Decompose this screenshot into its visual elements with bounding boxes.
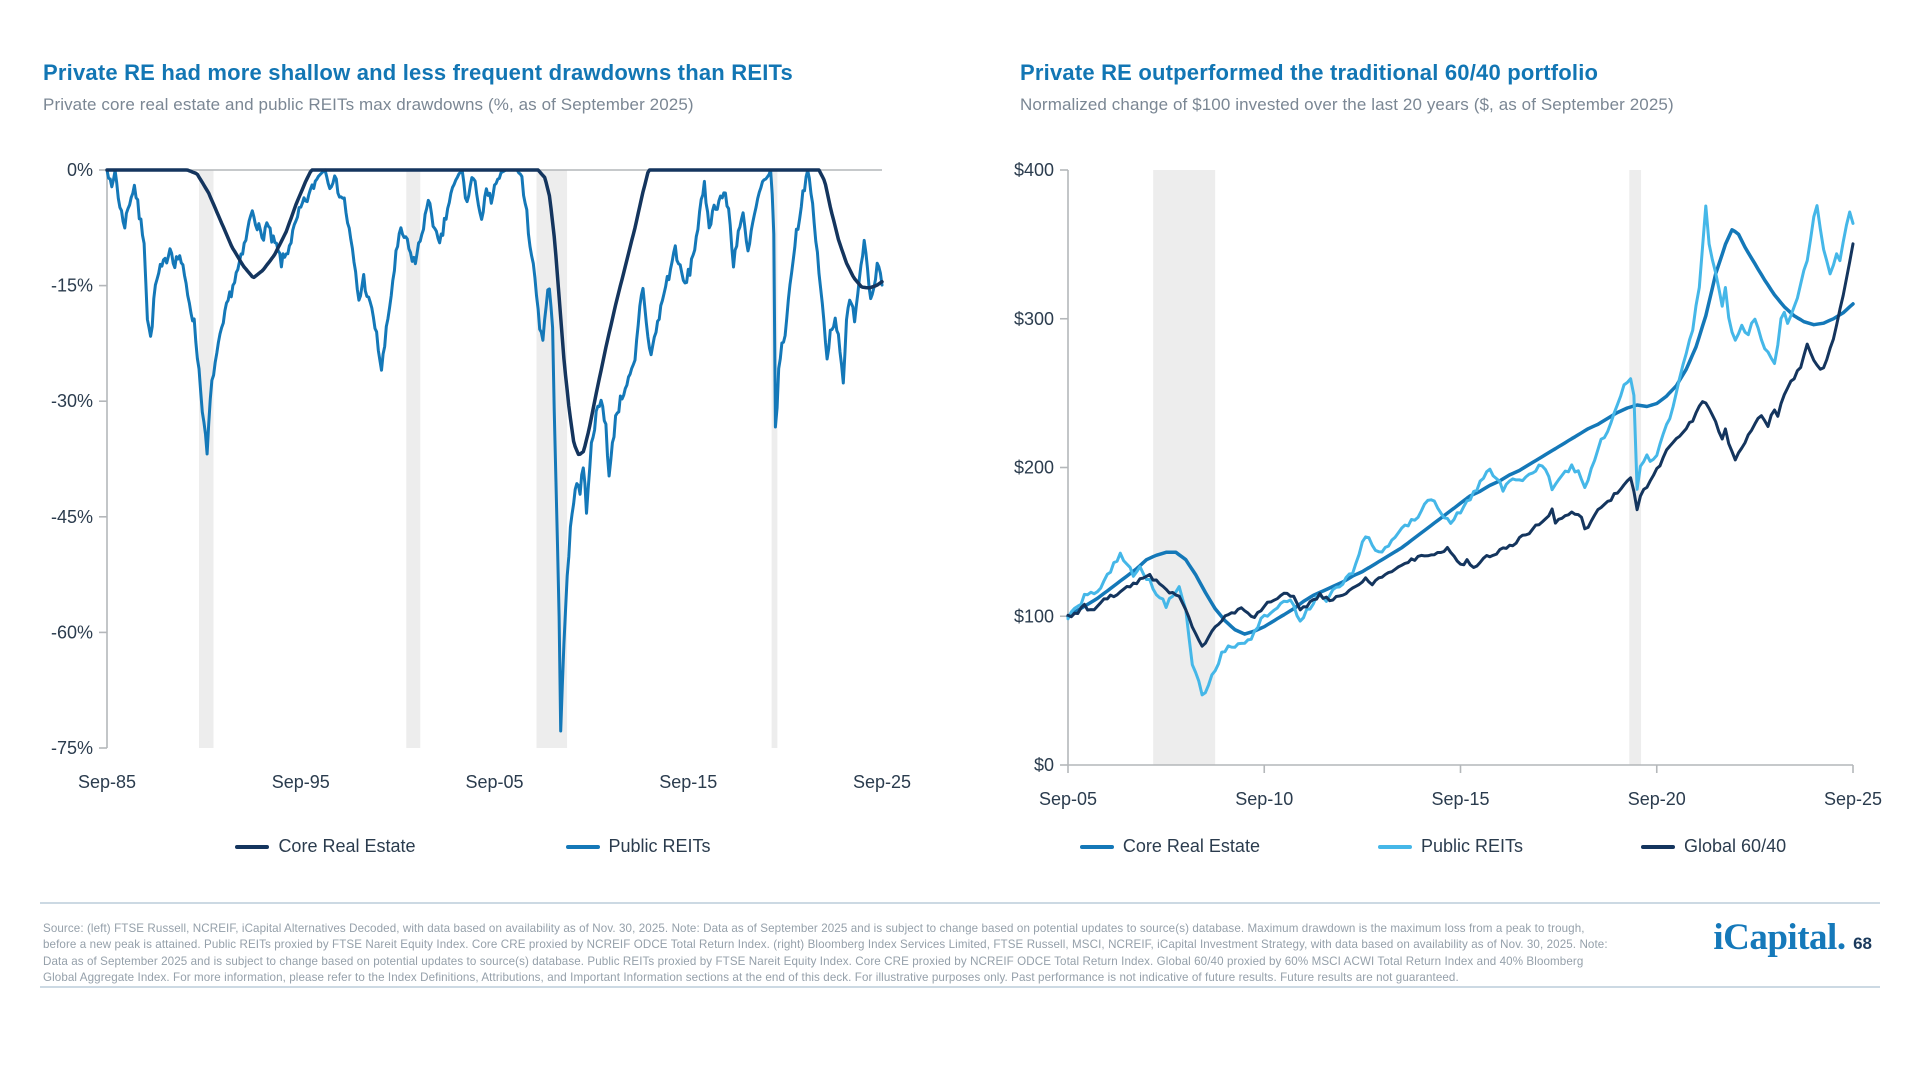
y-tick-label: 0% — [67, 160, 93, 180]
legend-item-core-real-estate: Core Real Estate — [235, 836, 416, 857]
right-chart-legend: Core Real Estate Public REITs Global 60/… — [1003, 836, 1863, 857]
legend-item-public-reits: Public REITs — [1377, 836, 1524, 857]
series-global-60-40 — [1066, 242, 1855, 648]
recession-band — [1153, 170, 1216, 765]
legend-label: Core Real Estate — [1122, 836, 1260, 856]
source-line: Source: (left) FTSE Russell, NCREIF, iCa… — [43, 922, 1585, 935]
y-tick-label: -45% — [51, 507, 93, 527]
public-reits-line-swatch-icon — [1377, 844, 1412, 849]
source-line: Global Aggregate Index. For more informa… — [43, 971, 1459, 985]
x-tick-label: Sep-95 — [272, 772, 330, 792]
y-tick-label: $100 — [1014, 606, 1054, 626]
core-real-estate-line-swatch-icon — [235, 844, 270, 849]
recession-band — [199, 170, 214, 748]
series-public-reits — [105, 168, 884, 733]
icapital-wordmark: iCapital — [1713, 917, 1837, 958]
legend-label: Core Real Estate — [278, 836, 416, 856]
right-chart-subtitle: Normalized change of $100 invested over … — [1020, 95, 1674, 114]
y-tick-label: -15% — [51, 276, 93, 296]
growth-chart: $400 $300 $200 $100 $0 Sep-05 Sep-10 Sep-15 Sep-… — [1014, 160, 1882, 809]
recession-band — [771, 170, 778, 748]
footer-bottom-divider — [40, 986, 1880, 988]
x-tick-label: Sep-05 — [1039, 789, 1097, 809]
right-chart-title: Private RE outperformed the traditional … — [1020, 60, 1599, 85]
series-public-reits — [1066, 204, 1855, 697]
core-real-estate-line-swatch-icon — [1079, 844, 1114, 849]
x-tick-label: Sep-15 — [659, 772, 717, 792]
legend-item-core-real-estate: Core Real Estate — [1079, 836, 1260, 857]
x-tick-label: Sep-25 — [1824, 789, 1882, 809]
x-tick-label: Sep-10 — [1235, 789, 1293, 809]
series-core-real-estate — [1066, 228, 1855, 636]
icapital-logo: iCapital . 68 — [1713, 916, 1872, 959]
legend-label: Public REITs — [1420, 836, 1524, 856]
source-line: Data as of September 2025 and is subject… — [43, 954, 1584, 968]
legend-label: Global 60/40 — [1684, 836, 1787, 856]
footer-top-divider — [40, 902, 1880, 904]
page-number: 68 — [1853, 934, 1872, 953]
y-tick-label: -30% — [51, 391, 93, 411]
left-chart-subtitle: Private core real estate and public REIT… — [43, 95, 694, 114]
y-tick-label: $400 — [1014, 160, 1054, 180]
drawdown-chart: 0% -15% -30% -45% -60% -75% Sep-85 Sep-95 Sep-05… — [51, 160, 911, 792]
left-chart-title: Private RE had more shallow and less fre… — [43, 60, 793, 85]
recession-band — [536, 170, 568, 748]
logo-dot-icon: . — [1836, 917, 1847, 958]
y-tick-label: $300 — [1014, 309, 1054, 329]
legend-item-public-reits: Public REITs — [565, 836, 711, 857]
public-reits-line-swatch-icon — [565, 844, 600, 849]
left-chart-legend: Core Real Estate Public REITs — [43, 836, 903, 857]
source-line: before a new peak is attained. Public RE… — [43, 938, 1608, 952]
source-disclosure-text: Source: (left) FTSE Russell, NCREIF, iCa… — [43, 921, 1608, 987]
y-tick-label: -60% — [51, 622, 93, 642]
global-60-40-line-swatch-icon — [1641, 844, 1676, 849]
x-tick-label: Sep-25 — [853, 772, 911, 792]
legend-label: Public REITs — [608, 836, 711, 856]
x-tick-label: Sep-05 — [465, 772, 523, 792]
x-tick-label: Sep-20 — [1628, 789, 1686, 809]
recession-band — [406, 170, 421, 748]
y-tick-label: $200 — [1014, 458, 1054, 478]
x-tick-label: Sep-15 — [1431, 789, 1489, 809]
legend-item-global-60-40: Global 60/40 — [1641, 836, 1786, 857]
series-core-real-estate — [105, 168, 884, 457]
y-tick-label: $0 — [1034, 755, 1054, 775]
x-tick-label: Sep-85 — [78, 772, 136, 792]
y-tick-label: -75% — [51, 738, 93, 758]
